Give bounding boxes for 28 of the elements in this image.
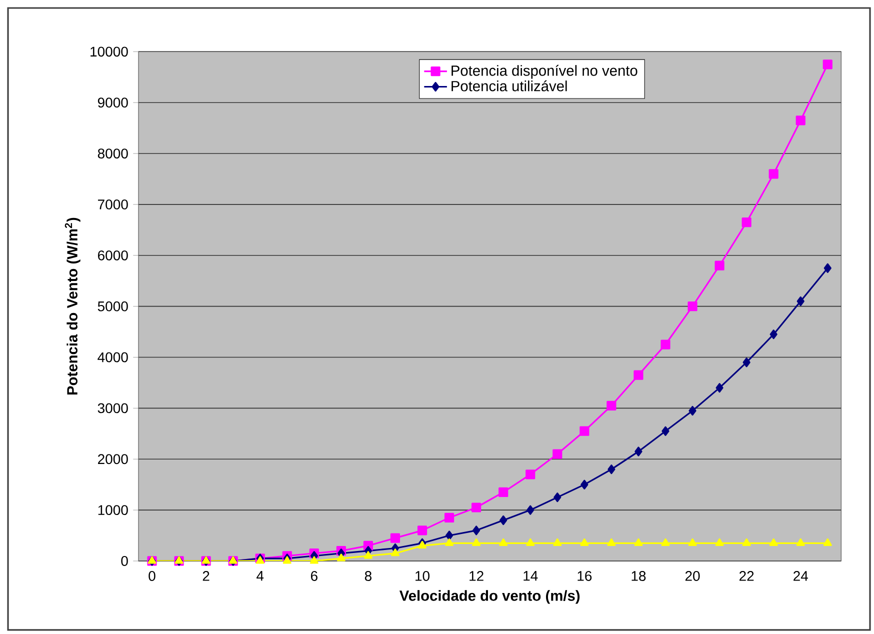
x-tick-label: 18 (632, 571, 646, 581)
y-tick-label: 0 (121, 556, 128, 566)
y-tick-label: 6000 (98, 250, 128, 260)
x-tick-label: 22 (739, 571, 754, 581)
x-tick-label: 16 (578, 571, 592, 581)
legend-label: Potencia disponível no vento (452, 64, 638, 79)
x-tick-label: 4 (256, 571, 264, 581)
y-axis-title: Potencia do Vento (W/m$^{2}$) (64, 218, 80, 394)
y-tick-label: 10000 (90, 46, 128, 57)
y-tick-label: 4000 (98, 352, 128, 362)
y-tick-label: 8000 (98, 148, 128, 158)
y-tick-label: 2000 (98, 454, 128, 464)
x-tick-label: 24 (794, 571, 808, 581)
legend-label: Potencia utilizável (452, 80, 567, 92)
x-tick-label: 14 (524, 571, 538, 581)
y-tick-label: 5000 (98, 301, 128, 312)
x-tick-label: 2 (202, 571, 210, 581)
y-tick-label: 7000 (98, 200, 128, 210)
x-tick-label: 0 (148, 571, 156, 581)
x-tick-label: 20 (685, 571, 700, 581)
x-tick-label: 8 (364, 571, 372, 581)
y-tick-label: 1000 (98, 505, 128, 516)
x-tick-label: 12 (470, 571, 484, 581)
x-tick-label: 6 (310, 571, 318, 581)
y-tick-label: 9000 (98, 98, 128, 108)
x-tick-label: 10 (416, 571, 430, 581)
x-axis-title: Velocidade do vento (m/s) (399, 590, 580, 604)
y-tick-label: 3000 (98, 403, 128, 414)
